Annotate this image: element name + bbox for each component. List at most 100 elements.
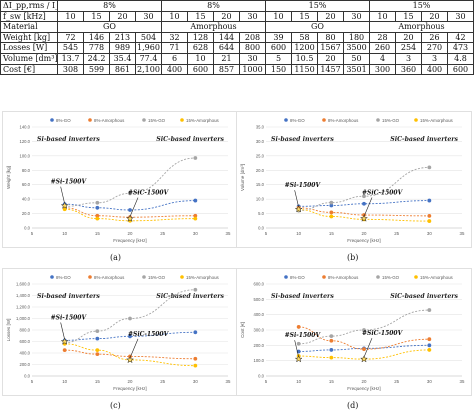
frequency-cell: 10 — [57, 10, 84, 23]
table-cell: 989 — [109, 42, 136, 54]
table-cell: 24.2 — [83, 52, 110, 65]
data-point — [193, 356, 198, 361]
table-cell: 473 — [447, 42, 474, 54]
material-header-label: Material — [0, 21, 58, 33]
point-label-leader — [294, 190, 299, 208]
x-tick-label: 10 — [62, 231, 67, 236]
x-tick-label: 10 — [296, 231, 301, 236]
chart-panel-volume: 8%-GO 8%-Amorphous 15%-GO 15%-Amorphous 0.0 5… — [236, 111, 472, 248]
table-row-label: Cost [€] — [0, 63, 58, 76]
caption-d: (d) — [347, 401, 359, 410]
data-point — [128, 191, 132, 196]
frequency-cell: 20 — [421, 10, 448, 23]
data-point — [329, 334, 334, 339]
ripple-group-header: 8% — [161, 0, 266, 12]
frequency-cell: 20 — [109, 10, 136, 23]
table-cell: 71 — [161, 42, 188, 54]
operating-point-marker — [125, 356, 135, 364]
legend-marker — [322, 118, 326, 122]
data-point — [427, 165, 432, 170]
legend-label: 15%-GO — [382, 275, 400, 280]
legend-label: 15%-GO — [382, 118, 400, 123]
data-point — [193, 156, 198, 160]
table-cell: 1000 — [239, 63, 266, 76]
y-tick-label: 15.0 — [256, 182, 265, 187]
series-trendline — [64, 331, 196, 341]
legend-label: 8%-Amorphous — [94, 118, 125, 123]
chart-panel-cost: 8%-GO 8%-Amorphous 15%-GO 15%-Amorphous 0.0 1… — [236, 268, 472, 396]
y-tick-label: 200.0 — [20, 362, 31, 367]
y-tick-label: 200.0 — [254, 343, 265, 348]
y-tick-label: 400.0 — [20, 351, 31, 356]
table-cell: 13.7 — [57, 52, 84, 65]
operating-point-marker — [294, 205, 303, 213]
y-tick-label: 0.0 — [24, 226, 30, 231]
table-cell: 300 — [369, 63, 396, 76]
legend-marker — [142, 118, 146, 122]
x-tick-label: 30 — [193, 379, 198, 384]
y-tick-label: 1,200.0 — [16, 305, 31, 310]
data-point — [362, 194, 366, 199]
y-tick-label: 1,600.0 — [16, 282, 31, 287]
frequency-cell: 30 — [135, 10, 162, 23]
series-trendline — [64, 208, 196, 222]
data-point — [362, 328, 366, 332]
legend-marker — [88, 118, 92, 122]
table-cell: 778 — [83, 42, 110, 54]
x-tick-label: 20 — [362, 379, 367, 384]
y-tick-label: 140.0 — [20, 125, 31, 130]
legend-label: 15%-Amorphous — [186, 118, 220, 123]
table-cell: 4.8 — [447, 52, 474, 65]
region-label-si: Si-based inverters — [37, 293, 100, 300]
x-tick-label: 10 — [62, 379, 67, 384]
region-label-sic: SiC-based inverters — [156, 136, 224, 143]
legend-marker — [414, 118, 418, 122]
table-cell: 260 — [369, 42, 396, 54]
x-tick-label: 35 — [460, 231, 465, 236]
table-cell: 128 — [187, 31, 214, 44]
x-tick-label: 15 — [329, 379, 334, 384]
table-cell: 32 — [161, 31, 188, 44]
point-label-leader — [363, 197, 373, 217]
frequency-cell: 15 — [395, 10, 422, 23]
table-cell: 1150 — [291, 63, 318, 76]
region-label-sic: SiC-based inverters — [390, 136, 458, 143]
chart-frame — [2, 268, 238, 396]
series-trendline — [64, 343, 196, 367]
region-label-sic: SiC-based inverters — [156, 293, 224, 300]
frequency-header-label: f_sw [kHz] — [0, 10, 58, 23]
table-cell: 2,100 — [135, 63, 162, 76]
y-tick-label: 120.0 — [20, 139, 31, 144]
data-point — [62, 207, 67, 212]
y-tick-label: 100.0 — [20, 153, 31, 158]
parameter-table: ΔI_pp,rms / I_grid [%] 8% 8% 15% 15% f_s… — [0, 0, 474, 76]
table-row-label: Volume [dm³] — [0, 52, 58, 65]
y-tick-label: 600.0 — [254, 282, 265, 287]
region-label-sic: SiC-based inverters — [390, 293, 458, 300]
data-point — [128, 316, 132, 321]
table-cell: 3 — [395, 52, 422, 65]
x-tick-label: 15 — [95, 231, 100, 236]
table-cell: 1,960 — [135, 42, 162, 54]
data-point — [95, 216, 100, 221]
table-cell: 800 — [239, 42, 266, 54]
point-label-si: #Si-1500V — [51, 179, 88, 186]
point-label-sic: #SiC-1500V — [362, 330, 404, 337]
series-trendline — [298, 309, 430, 345]
table-cell: 180 — [343, 31, 370, 44]
frequency-cell: 15 — [291, 10, 318, 23]
table-cell: 28 — [369, 31, 396, 44]
table-cell: 20 — [317, 52, 344, 65]
legend-label: 8%-GO — [290, 118, 305, 123]
data-point — [329, 203, 334, 208]
legend-marker — [50, 275, 54, 279]
table-cell: 400 — [421, 63, 448, 76]
legend-label: 8%-Amorphous — [94, 275, 125, 280]
data-point — [193, 363, 198, 368]
operating-point-marker — [60, 201, 69, 209]
x-tick-label: 20 — [362, 231, 367, 236]
y-tick-label: 1,400.0 — [16, 293, 31, 298]
y-tick-label: 0.0 — [258, 374, 264, 379]
chart-frame — [2, 111, 238, 248]
legend-marker — [376, 275, 380, 279]
